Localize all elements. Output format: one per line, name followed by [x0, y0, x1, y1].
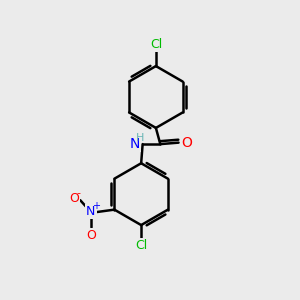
Text: N: N [129, 136, 140, 151]
Text: Cl: Cl [150, 38, 162, 51]
Text: H: H [136, 133, 145, 142]
Text: -: - [76, 188, 80, 198]
Text: +: + [92, 201, 100, 211]
Text: O: O [69, 192, 79, 205]
Text: O: O [86, 229, 96, 242]
Text: O: O [182, 136, 192, 150]
Text: Cl: Cl [135, 239, 147, 252]
Text: N: N [86, 206, 95, 218]
